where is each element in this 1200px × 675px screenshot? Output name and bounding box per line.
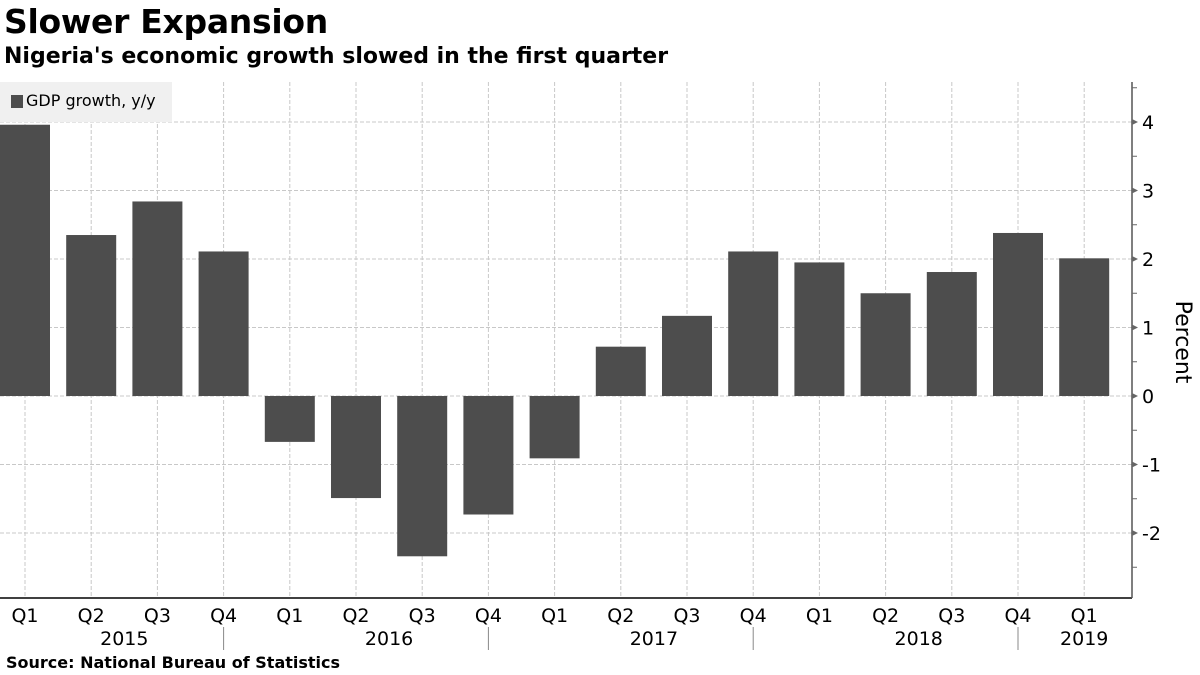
y-major-tick (1132, 324, 1138, 331)
bar (132, 201, 183, 396)
bar (198, 251, 249, 396)
x-tick-label: Q3 (409, 605, 436, 627)
chart-title: Slower Expansion (4, 2, 328, 41)
y-tick-label: 4 (1142, 112, 1154, 134)
year-label: 2015 (100, 628, 148, 650)
x-tick-label: Q4 (1004, 605, 1031, 627)
y-tick-label: 0 (1142, 386, 1154, 408)
bar (794, 262, 845, 396)
x-tick-label: Q1 (276, 605, 303, 627)
y-major-tick (1132, 187, 1138, 194)
bar (993, 232, 1043, 396)
y-tick-labels: -2 -1 0 1 2 3 4 (1142, 112, 1161, 545)
bar (397, 396, 448, 557)
x-tick-label: Q1 (11, 605, 38, 627)
year-label: 2019 (1060, 628, 1108, 650)
x-tick-label: Q3 (938, 605, 965, 627)
x-tick-label: Q1 (1071, 605, 1098, 627)
x-tick-label: Q1 (806, 605, 833, 627)
y-major-tick (1132, 393, 1138, 399)
bar (860, 293, 911, 396)
year-label: 2016 (365, 628, 413, 650)
legend (0, 82, 172, 122)
y-tick-label: -2 (1142, 523, 1161, 545)
y-tick-label: -1 (1142, 455, 1161, 477)
bar (463, 396, 514, 515)
bar (662, 315, 712, 396)
y-major-tick (1132, 530, 1138, 536)
y-axis-label: Percent (1170, 301, 1195, 384)
year-label: 2018 (895, 628, 943, 650)
axes (0, 82, 1138, 599)
x-tick-label: Q4 (475, 605, 502, 627)
bar (331, 396, 381, 499)
y-tick-label: 2 (1142, 249, 1154, 271)
bar (1059, 258, 1110, 396)
bar (264, 396, 315, 442)
x-tick-label: Q4 (210, 605, 237, 627)
source-note: Source: National Bureau of Statistics (6, 653, 341, 672)
x-tick-label: Q1 (541, 605, 568, 627)
y-tick-label: 3 (1142, 181, 1154, 203)
x-tick-label: Q3 (144, 605, 171, 627)
y-tick-label: 1 (1142, 318, 1154, 340)
x-tick-label: Q2 (607, 605, 634, 627)
y-major-tick (1132, 119, 1138, 125)
x-tick-label: Q2 (872, 605, 899, 627)
bar (66, 235, 117, 396)
x-tick-label: Q2 (342, 605, 369, 627)
bar (926, 272, 977, 396)
x-tick-label: Q4 (740, 605, 767, 627)
bars (0, 124, 1110, 557)
y-major-tick (1132, 256, 1138, 262)
year-label: 2017 (630, 628, 678, 650)
y-major-tick (1132, 461, 1138, 468)
x-tick-label: Q2 (78, 605, 105, 627)
bar (595, 346, 646, 396)
x-tick-label: Q3 (673, 605, 700, 627)
x-tick-labels: Q1 Q2 Q3 Q4 Q1 Q2 Q3 Q4 Q1 Q2 Q3 Q4 Q1 Q2 Q3 Q4 Q1 2015 20… (11, 605, 1108, 650)
bar (529, 396, 580, 459)
bar (0, 124, 50, 397)
bar (728, 251, 779, 396)
legend-swatch (11, 95, 23, 108)
chart-subtitle: Nigeria's economic growth slowed in the … (4, 44, 669, 69)
legend-label: GDP growth, y/y (26, 91, 156, 110)
